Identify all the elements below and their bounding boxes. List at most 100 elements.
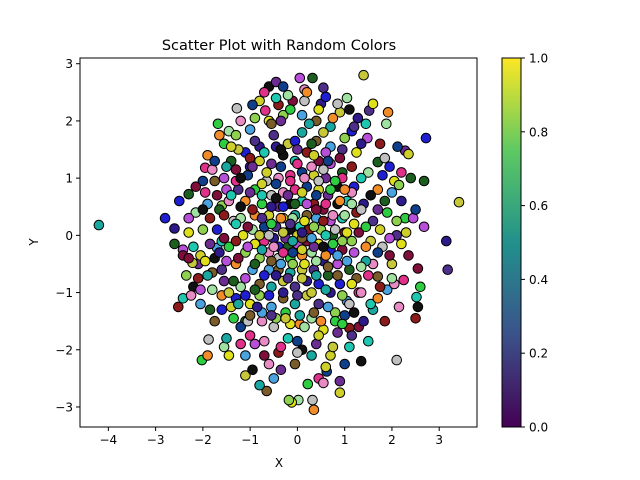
scatter-point — [266, 118, 277, 130]
scatter-point — [233, 298, 244, 310]
scatter-point — [244, 330, 256, 341]
scatter-point — [183, 227, 194, 238]
scatter-point — [240, 350, 251, 361]
scatter-point — [247, 204, 258, 215]
colorbar-tick-label: 0.2 — [529, 347, 548, 361]
scatter-point — [247, 99, 258, 111]
scatter-point — [353, 227, 365, 238]
scatter-point — [374, 224, 386, 235]
scatter-point — [339, 184, 351, 195]
scatter-point — [242, 241, 254, 253]
scatter-point — [372, 204, 384, 215]
x-axis: −4 −3 −2 −1 0 1 2 3 — [100, 427, 443, 447]
scatter-point — [384, 161, 395, 172]
scatter-point — [202, 350, 213, 361]
scatter-point — [209, 175, 220, 187]
scatter-point — [268, 373, 280, 384]
scatter-point — [233, 252, 244, 264]
scatter-point — [199, 187, 211, 198]
scatter-point — [93, 219, 105, 231]
scatter-point — [169, 223, 180, 234]
scatter-point — [188, 241, 199, 253]
scatter-point — [337, 144, 348, 155]
scatter-point — [244, 152, 256, 164]
scatter-point — [339, 132, 351, 144]
scatter-point — [289, 198, 301, 210]
scatter-point — [197, 175, 209, 187]
scatter-point — [254, 155, 265, 167]
scatter-point — [183, 188, 194, 200]
scatter-point — [259, 147, 270, 158]
scatter-point — [360, 118, 372, 130]
y-tick-label: 1 — [65, 172, 73, 186]
scatter-point — [296, 273, 308, 284]
scatter-point — [415, 281, 426, 293]
scatter-point — [306, 138, 317, 150]
scatter-point — [183, 252, 194, 264]
scatter-point — [318, 215, 329, 227]
scatter-point — [381, 118, 392, 130]
scatter-point — [374, 281, 386, 293]
scatter-point — [283, 394, 295, 406]
scatter-point — [363, 270, 374, 281]
scatter-point — [391, 354, 403, 366]
scatter-point — [346, 198, 358, 210]
x-tick-label: 1 — [341, 433, 349, 447]
scatter-point — [403, 250, 414, 261]
scatter-point — [334, 152, 346, 164]
scatter-point — [327, 112, 339, 124]
scatter-point — [256, 190, 268, 201]
scatter-point — [307, 72, 318, 84]
scatter-point — [386, 273, 398, 284]
colorbar-axis: 0.0 0.2 0.4 0.6 0.8 1.0 — [521, 52, 548, 435]
scatter-point — [285, 218, 296, 230]
scatter-point — [244, 310, 256, 321]
scatter-point — [344, 298, 355, 310]
scatter-point — [329, 175, 341, 187]
scatter-point — [277, 201, 289, 212]
scatter-point — [344, 341, 355, 353]
scatter-point — [299, 215, 310, 227]
scatter-point — [277, 247, 289, 258]
scatter-point — [410, 204, 421, 215]
scatter-point — [214, 247, 225, 258]
scatter-point — [365, 298, 377, 310]
scatter-point — [334, 375, 346, 387]
scatter-point — [308, 307, 320, 318]
scatter-point — [268, 241, 280, 253]
scatter-point — [287, 235, 299, 247]
scatter-point — [320, 91, 332, 103]
scatter-point — [292, 347, 303, 358]
y-tick-label: 3 — [65, 57, 73, 71]
scatter-point — [221, 333, 232, 344]
scatter-point — [294, 310, 306, 321]
scatter-point — [209, 315, 220, 327]
scatter-point — [256, 212, 268, 224]
scatter-point — [292, 158, 303, 170]
scatter-point — [275, 212, 287, 224]
y-tick-label: 0 — [65, 229, 73, 243]
scatter-point — [325, 184, 336, 195]
scatter-point — [296, 109, 308, 121]
scatter-point — [230, 129, 242, 141]
scatter-point — [292, 335, 303, 347]
scatter-point — [240, 290, 251, 301]
colorbar-tick-label: 0.8 — [529, 125, 548, 139]
scatter-point — [308, 404, 320, 416]
scatter-point — [247, 161, 258, 172]
scatter-point — [261, 167, 273, 178]
scatter-point — [263, 358, 275, 370]
scatter-point — [195, 298, 206, 310]
scatter-point — [270, 178, 282, 190]
scatter-point — [287, 258, 299, 270]
scatter-point — [355, 204, 367, 215]
scatter-point — [204, 238, 216, 250]
scatter-point — [223, 241, 235, 253]
scatter-point — [379, 195, 391, 207]
scatter-point — [418, 175, 430, 187]
scatter-point — [355, 172, 367, 184]
scatter-point — [306, 350, 317, 361]
scatter-point — [355, 287, 367, 298]
scatter-point — [282, 190, 294, 201]
scatter-point — [249, 284, 261, 296]
